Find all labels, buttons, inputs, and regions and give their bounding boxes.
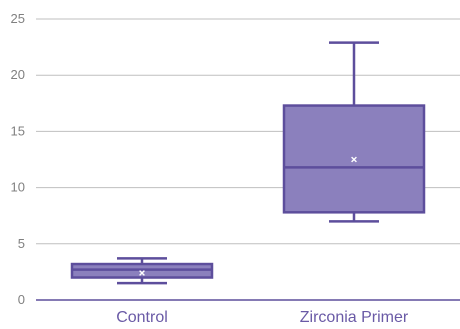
mean-marker bbox=[139, 270, 145, 276]
y-tick-label: 5 bbox=[18, 236, 25, 251]
y-tick-label: 0 bbox=[18, 292, 25, 307]
box-control bbox=[70, 257, 214, 285]
box-zirconia-primer bbox=[282, 41, 426, 223]
x-category-label: Control bbox=[116, 309, 168, 326]
y-tick-label: 20 bbox=[11, 67, 25, 82]
x-category-label: Zirconia Primer bbox=[300, 309, 409, 326]
y-tick-label: 25 bbox=[11, 11, 25, 26]
y-axis-ticks: 0 5 10 15 20 25 bbox=[11, 11, 25, 307]
y-tick-label: 10 bbox=[11, 180, 25, 195]
x-axis-labels: Control Zirconia Primer bbox=[116, 309, 409, 326]
boxes bbox=[70, 41, 426, 285]
mean-marker bbox=[351, 156, 357, 163]
y-tick-label: 15 bbox=[11, 123, 25, 138]
